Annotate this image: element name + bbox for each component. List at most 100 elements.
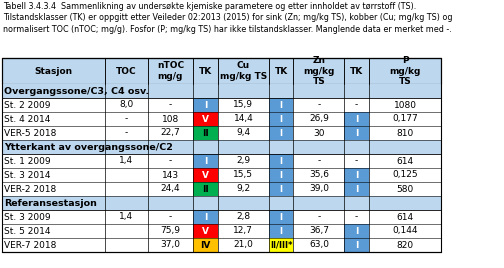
Bar	[2, 182, 441, 196]
Bar	[2, 210, 441, 224]
Text: II: II	[202, 184, 209, 193]
Text: Cu
mg/kg TS: Cu mg/kg TS	[220, 61, 267, 81]
Bar	[344, 168, 369, 182]
Text: St. 1 2009: St. 1 2009	[5, 157, 51, 166]
Text: -: -	[318, 100, 321, 110]
Text: 36,7: 36,7	[309, 226, 329, 236]
Bar	[269, 238, 293, 252]
Bar	[2, 112, 441, 126]
Text: 24,4: 24,4	[161, 184, 180, 193]
Bar	[193, 182, 218, 196]
Text: II/III*: II/III*	[270, 240, 292, 250]
Text: I: I	[355, 226, 358, 236]
Text: -: -	[169, 157, 172, 166]
Text: -: -	[125, 114, 128, 124]
Bar	[269, 112, 293, 126]
Text: 1,4: 1,4	[119, 213, 134, 221]
Text: 810: 810	[396, 128, 414, 137]
Text: 35,6: 35,6	[309, 170, 329, 180]
Bar	[344, 238, 369, 252]
Text: I: I	[355, 240, 358, 250]
Bar	[2, 126, 441, 140]
Text: 614: 614	[397, 157, 414, 166]
Text: I: I	[280, 100, 283, 110]
Text: 2,8: 2,8	[236, 213, 250, 221]
Bar	[193, 154, 218, 168]
Text: Overgangssone/C3, C4 osv.: Overgangssone/C3, C4 osv.	[5, 87, 150, 95]
Bar	[2, 168, 441, 182]
Text: VER-5 2018: VER-5 2018	[5, 128, 57, 137]
Text: I: I	[280, 157, 283, 166]
Text: I: I	[280, 114, 283, 124]
Text: -: -	[318, 213, 321, 221]
Bar	[2, 58, 441, 84]
Text: 21,0: 21,0	[233, 240, 254, 250]
Text: 8,0: 8,0	[119, 100, 134, 110]
Bar	[2, 98, 441, 112]
Text: V: V	[202, 226, 209, 236]
Bar	[344, 224, 369, 238]
Bar	[269, 210, 293, 224]
Text: Zn
mg/kg
TS: Zn mg/kg TS	[303, 56, 335, 86]
Bar	[193, 210, 218, 224]
Text: I: I	[280, 213, 283, 221]
Text: IV: IV	[201, 240, 211, 250]
Bar	[2, 224, 441, 238]
Text: -: -	[125, 128, 128, 137]
Text: P
mg/kg
TS: P mg/kg TS	[389, 56, 421, 86]
Text: 12,7: 12,7	[233, 226, 254, 236]
Text: 30: 30	[313, 128, 325, 137]
Text: TK: TK	[199, 66, 212, 76]
Bar	[269, 168, 293, 182]
Text: 614: 614	[397, 213, 414, 221]
Text: 75,9: 75,9	[160, 226, 180, 236]
Bar	[193, 112, 218, 126]
Text: V: V	[202, 170, 209, 180]
Text: St. 2 2009: St. 2 2009	[5, 100, 51, 110]
Text: 1080: 1080	[394, 100, 416, 110]
Text: nTOC
mg/g: nTOC mg/g	[157, 61, 184, 81]
Text: Stasjon: Stasjon	[35, 66, 73, 76]
Text: St. 5 2014: St. 5 2014	[5, 226, 51, 236]
Text: St. 3 2009: St. 3 2009	[5, 213, 51, 221]
Text: I: I	[355, 114, 358, 124]
Bar	[2, 154, 441, 168]
Text: I: I	[280, 128, 283, 137]
Text: St. 4 2014: St. 4 2014	[5, 114, 51, 124]
Text: 37,0: 37,0	[160, 240, 180, 250]
Text: I: I	[355, 128, 358, 137]
Text: I: I	[204, 100, 207, 110]
Bar	[2, 196, 441, 210]
Text: -: -	[355, 100, 358, 110]
Bar	[344, 126, 369, 140]
Text: -: -	[169, 100, 172, 110]
Text: 820: 820	[397, 240, 414, 250]
Bar	[2, 140, 441, 154]
Bar	[344, 112, 369, 126]
Bar	[2, 238, 441, 252]
Text: 2,9: 2,9	[236, 157, 250, 166]
Text: I: I	[204, 213, 207, 221]
Text: 9,2: 9,2	[236, 184, 250, 193]
Text: Tabell 3.4.3.4  Sammenlikning av undersøkte kjemiske parametere og etter innhold: Tabell 3.4.3.4 Sammenlikning av undersøk…	[3, 2, 452, 34]
Text: V: V	[202, 114, 209, 124]
Text: II: II	[202, 128, 209, 137]
Bar	[193, 168, 218, 182]
Text: -: -	[169, 213, 172, 221]
Bar	[269, 98, 293, 112]
Text: -: -	[318, 157, 321, 166]
Text: Ytterkant av overgangssone/C2: Ytterkant av overgangssone/C2	[5, 143, 173, 151]
Bar	[193, 98, 218, 112]
Text: I: I	[355, 184, 358, 193]
Text: St. 3 2014: St. 3 2014	[5, 170, 51, 180]
Text: 0,177: 0,177	[392, 114, 418, 124]
Text: I: I	[355, 170, 358, 180]
Text: I: I	[280, 184, 283, 193]
Text: 26,9: 26,9	[309, 114, 329, 124]
Text: TK: TK	[350, 66, 363, 76]
Text: 108: 108	[162, 114, 179, 124]
Text: 143: 143	[162, 170, 179, 180]
Bar	[193, 126, 218, 140]
Bar	[193, 224, 218, 238]
Text: 0,144: 0,144	[392, 226, 418, 236]
